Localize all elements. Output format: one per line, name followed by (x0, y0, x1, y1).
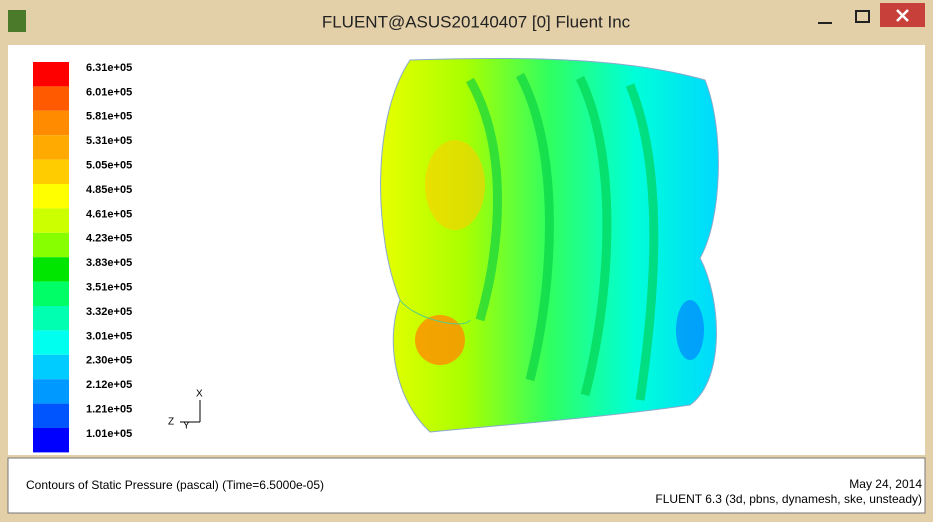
pressure-spot (425, 140, 485, 230)
window: FLUENT@ASUS20140407 [0] Fluent Inc 6.31e… (0, 0, 933, 522)
contour-geometry (381, 58, 719, 432)
legend-swatch (33, 306, 69, 330)
legend-swatch (33, 184, 69, 208)
legend-label: 1.01e+05 (86, 428, 132, 440)
legend-swatch (33, 428, 69, 452)
legend-label: 6.01e+05 (86, 86, 132, 98)
caption-date: May 24, 2014 (849, 477, 922, 491)
caption-version: FLUENT 6.3 (3d, pbns, dynamesh, ske, uns… (655, 492, 922, 506)
axis-label: Z (168, 417, 174, 428)
legend-swatch (33, 208, 69, 232)
legend-swatch (33, 257, 69, 281)
legend-label: 3.51e+05 (86, 282, 132, 294)
legend-label: 4.61e+05 (86, 208, 132, 220)
legend-swatch (33, 135, 69, 159)
caption-title: Contours of Static Pressure (pascal) (Ti… (26, 478, 324, 492)
pressure-spot (676, 300, 704, 360)
legend-label: 1.21e+05 (86, 404, 132, 416)
legend-swatch (33, 111, 69, 135)
legend-label: 5.81e+05 (86, 111, 132, 123)
app-icon (8, 10, 26, 32)
legend-label: 6.31e+05 (86, 62, 132, 74)
legend-swatch (33, 282, 69, 306)
legend-label: 2.30e+05 (86, 355, 132, 367)
axis-label: X (196, 389, 203, 400)
legend-label: 4.23e+05 (86, 233, 132, 245)
legend-label: 2.12e+05 (86, 379, 132, 391)
legend-swatch (33, 379, 69, 403)
legend-swatch (33, 86, 69, 110)
legend-swatch (33, 404, 69, 428)
axis-label: Y (183, 421, 190, 432)
legend-label: 3.32e+05 (86, 306, 132, 318)
legend-swatch (33, 233, 69, 257)
legend-swatch (33, 160, 69, 184)
legend-swatch (33, 355, 69, 379)
legend-swatch (33, 62, 69, 86)
legend-label: 3.83e+05 (86, 257, 132, 269)
legend-label: 5.05e+05 (86, 160, 132, 172)
window-title: FLUENT@ASUS20140407 [0] Fluent Inc (322, 12, 631, 31)
legend-swatch (33, 330, 69, 354)
legend-label: 3.01e+05 (86, 330, 132, 342)
pressure-spot (415, 315, 465, 365)
page: FLUENT@ASUS20140407 [0] Fluent Inc 6.31e… (0, 0, 933, 522)
legend-label: 5.31e+05 (86, 135, 132, 147)
legend-label: 4.85e+05 (86, 184, 132, 196)
